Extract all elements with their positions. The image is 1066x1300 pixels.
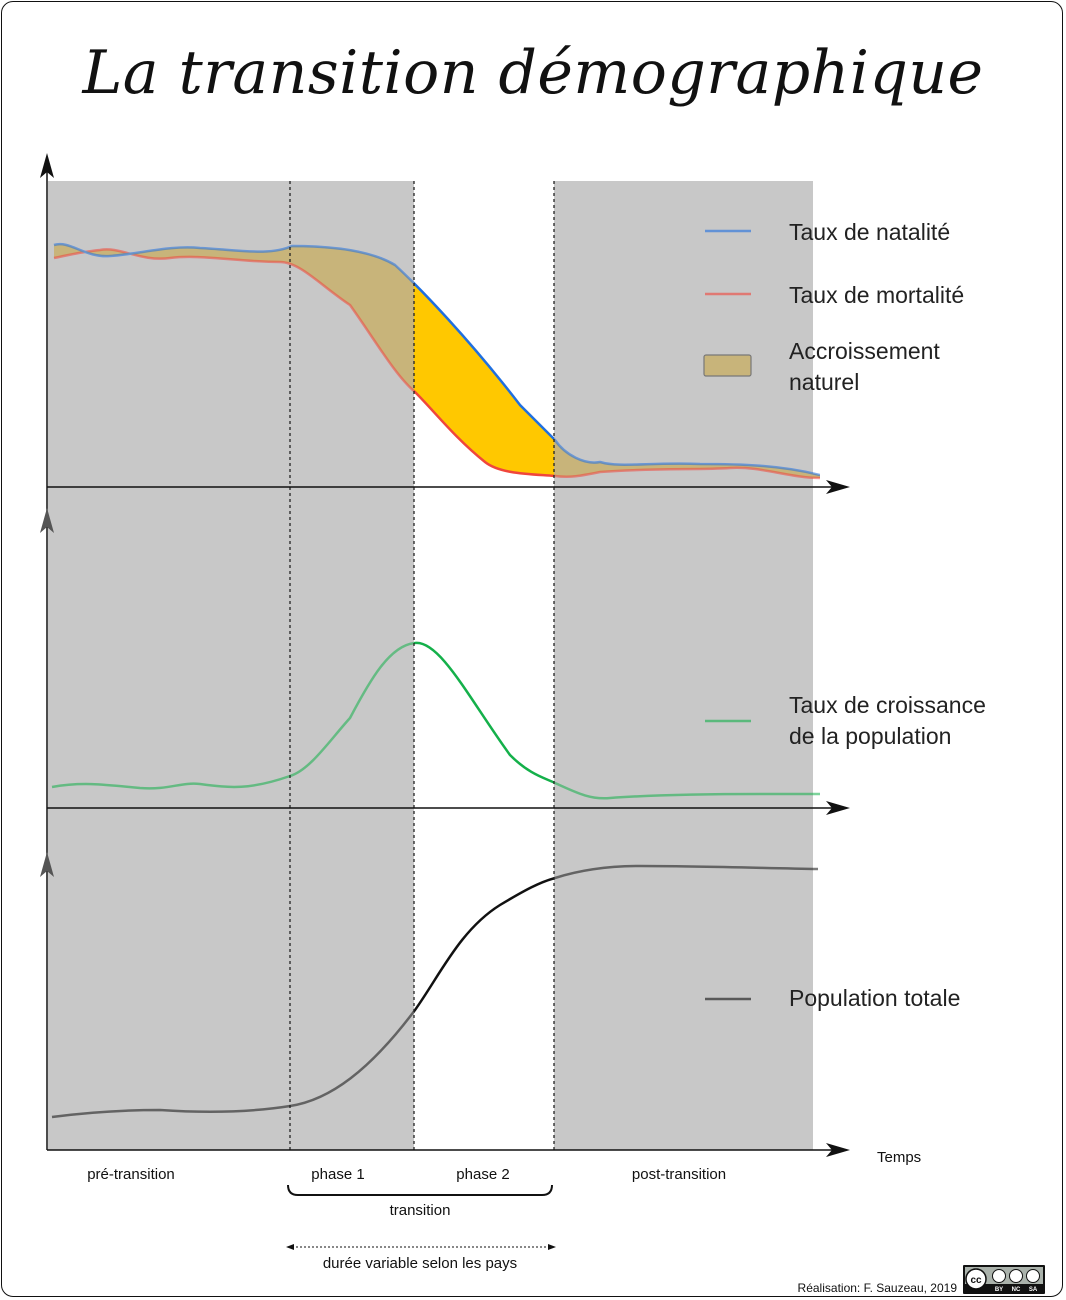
legend-accroissement-label-1: Accroissement bbox=[789, 338, 940, 364]
legend-accroissement-label-2: naturel bbox=[789, 369, 859, 395]
zone-shade-pre-transition bbox=[48, 181, 414, 1150]
y-arrow-middle-icon bbox=[40, 508, 54, 533]
legend: Taux de natalité Taux de mortalité Accro… bbox=[703, 219, 986, 1011]
mortalite-curve bbox=[414, 389, 554, 478]
legend-croissance-label-1: Taux de croissance bbox=[789, 692, 986, 718]
natalite-curve-muted bbox=[53, 242, 820, 477]
zone-shade-post-transition bbox=[554, 181, 813, 1150]
sa-share-icon bbox=[1026, 1269, 1040, 1283]
transition-bracket bbox=[287, 1184, 553, 1196]
diagram-title: La transition démographique bbox=[82, 38, 984, 108]
legend-croissance-label-2: de la population bbox=[789, 723, 951, 749]
axes bbox=[46, 165, 832, 1151]
x-axis-label: Temps bbox=[877, 1149, 921, 1166]
legend-accroissement-swatch bbox=[703, 354, 752, 377]
nc-dollar-icon bbox=[1009, 1269, 1023, 1283]
x-arrow-top-icon bbox=[826, 480, 850, 494]
y-arrow-top-icon bbox=[40, 153, 54, 178]
axis-arrowheads bbox=[40, 153, 850, 1157]
nc-label: NC bbox=[1012, 1287, 1021, 1293]
label-duration: durée variable selon les pays bbox=[323, 1255, 517, 1272]
cc-license-badge: cc BY NC SA bbox=[963, 1265, 1045, 1294]
by-label: BY bbox=[995, 1287, 1003, 1293]
label-phase-1: phase 1 bbox=[311, 1166, 364, 1183]
legend-population-label: Population totale bbox=[789, 985, 960, 1011]
label-post-transition: post-transition bbox=[632, 1166, 726, 1183]
phase-labels: pré-transition phase 1 phase 2 post-tran… bbox=[87, 1166, 726, 1272]
label-phase-2: phase 2 bbox=[456, 1166, 509, 1183]
x-arrow-middle-icon bbox=[826, 801, 850, 815]
x-arrow-bottom-icon bbox=[826, 1143, 850, 1157]
credit-text: Réalisation: F. Sauzeau, 2019 bbox=[798, 1281, 958, 1295]
y-arrow-bottom-icon bbox=[40, 852, 54, 877]
croissance-curve-muted bbox=[51, 641, 820, 800]
sa-label: SA bbox=[1029, 1287, 1038, 1293]
duration-arrow bbox=[286, 1244, 556, 1250]
legend-natalite-label: Taux de natalité bbox=[789, 219, 950, 245]
legend-mortalite-label: Taux de mortalité bbox=[789, 282, 964, 308]
label-pre-transition: pré-transition bbox=[87, 1166, 175, 1183]
label-transition: transition bbox=[390, 1202, 451, 1219]
population-curve bbox=[414, 876, 554, 1014]
cc-logo-icon bbox=[965, 1268, 987, 1290]
by-person-icon bbox=[992, 1269, 1006, 1283]
cc-logo-text: cc bbox=[970, 1275, 982, 1286]
